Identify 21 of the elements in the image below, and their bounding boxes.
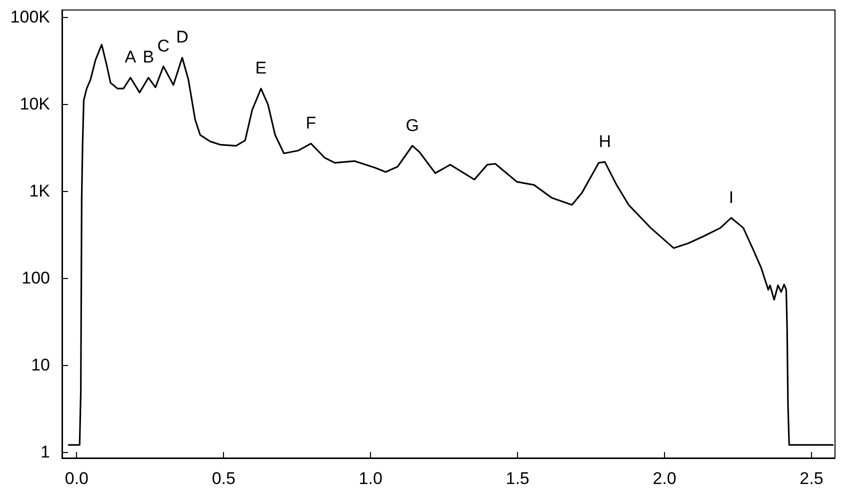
annotation: I <box>728 188 734 207</box>
x-tick-label: 1.0 <box>358 469 382 488</box>
x-tick-label: 2.0 <box>652 469 676 488</box>
annotation: H <box>598 132 612 151</box>
x-tick-label: 2.5 <box>800 469 824 488</box>
x-tick-label: 1.5 <box>506 469 530 488</box>
annotation: F <box>306 114 316 133</box>
x-tick-label: 0.0 <box>64 469 89 488</box>
annotation: C <box>157 36 170 56</box>
annotation: B <box>142 48 154 67</box>
annotation: E <box>255 58 267 78</box>
y-tick-label: 100 <box>22 268 50 288</box>
y-tick-label: 10K <box>20 94 51 114</box>
annotation: A <box>124 48 137 67</box>
y-tick-label: 1 <box>40 442 50 462</box>
y-tick-label: 1K <box>29 181 51 200</box>
x-tick-label: 0.5 <box>212 469 236 488</box>
y-tick-label: 10 <box>31 355 50 374</box>
y-tick-label: 100K <box>10 7 51 26</box>
annotation: D <box>176 28 188 47</box>
annotation: G <box>406 116 419 135</box>
